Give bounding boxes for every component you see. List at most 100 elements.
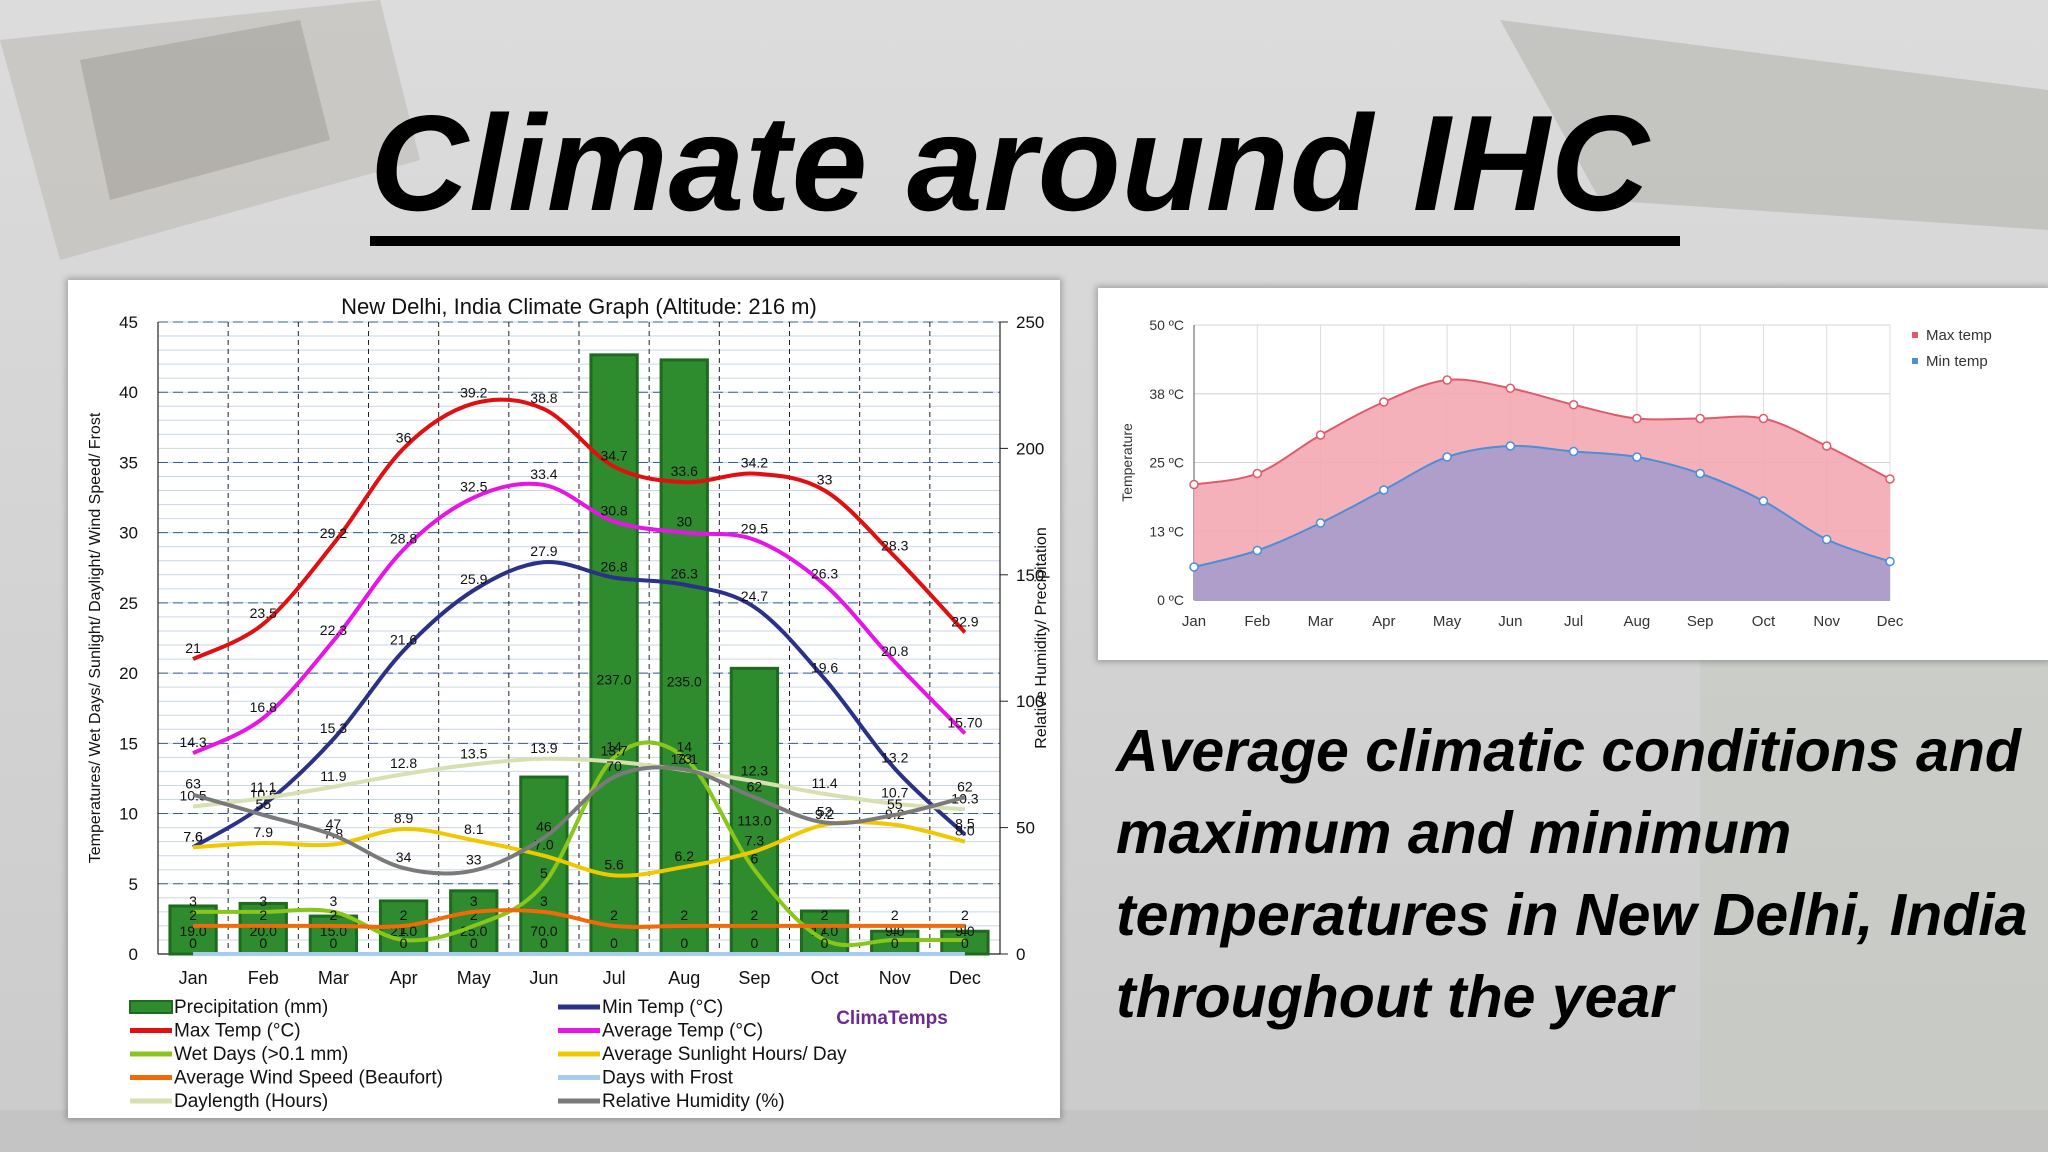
series-line-average-wind-speed-beaufort [193, 908, 965, 929]
data-label-average-sunlight-hours-day: 7.6 [183, 828, 203, 844]
y-tick-label: 0 ºC [1157, 592, 1184, 608]
data-point-max-temp [1505, 383, 1516, 393]
data-point-max-temp [1568, 400, 1579, 410]
data-label-wet-days-0-1-mm: 2 [470, 907, 478, 923]
data-label-average-temp-c: 26.3 [811, 566, 838, 582]
slide-title: Climate around IHC [370, 87, 1650, 239]
data-point-min-temp [1568, 446, 1579, 457]
x-tick-label: Nov [1813, 613, 1840, 630]
data-label-relative-humidity: 62 [747, 778, 763, 794]
data-label-average-sunlight-hours-day: 9.2 [815, 806, 835, 822]
x-tick-label: Sep [738, 968, 770, 988]
data-label-daylength-hours: 13.9 [530, 740, 557, 756]
data-label-max-temp-c: 28.3 [881, 538, 908, 554]
y2-tick-label: 0 [1016, 945, 1025, 964]
climatemps-watermark: ClimaTemps [836, 1008, 948, 1029]
data-label-relative-humidity: 34 [396, 849, 412, 865]
legend-swatch [1912, 332, 1918, 338]
x-tick-label: Sep [1687, 613, 1714, 630]
data-label-average-wind-speed-beaufort: 2 [821, 907, 829, 923]
data-point-min-temp [1821, 534, 1832, 545]
data-label-average-temp-c: 14.3 [179, 734, 206, 750]
y-tick-label: 25 ºC [1149, 455, 1184, 471]
x-tick-label: Mar [318, 968, 349, 988]
precipitation-bar [449, 889, 499, 956]
data-label-average-wind-speed-beaufort: 2 [680, 907, 688, 923]
precipitation-bar [519, 775, 569, 956]
data-label-average-temp-c: 15.70 [947, 715, 982, 731]
data-label-relative-humidity: 70 [606, 758, 622, 774]
data-label-average-temp-c: 30.8 [600, 502, 627, 518]
data-label-max-temp-c: 21 [185, 640, 201, 656]
legend-label: Min Temp (°C) [602, 997, 723, 1018]
data-point-min-temp [1505, 441, 1516, 451]
series-line-daylength-hours [192, 756, 966, 812]
data-label-average-wind-speed-beaufort: 2 [189, 907, 197, 923]
data-label-max-temp-c: 33 [817, 472, 833, 488]
legend-label: Min temp [1926, 353, 1988, 370]
data-label-days-with-frost: 0 [751, 935, 759, 951]
data-label-days-with-frost: 0 [610, 935, 618, 951]
data-label-average-wind-speed-beaufort: 2 [330, 907, 338, 923]
y2-tick-label: 150 [1016, 566, 1044, 585]
series-line-min-temp-c [192, 560, 967, 849]
x-tick-label: Aug [1624, 613, 1651, 630]
data-label-average-wind-speed-beaufort: 2 [400, 907, 408, 923]
data-point-min-temp [1252, 545, 1263, 556]
data-label-wet-days-0-1-mm: 1 [891, 921, 899, 937]
area-fill-min-temp [1194, 445, 1890, 600]
data-label-min-temp-c: 25.9 [460, 571, 487, 587]
legend-label: Average Wind Speed (Beaufort) [174, 1068, 443, 1089]
data-label-relative-humidity: 73 [676, 750, 692, 766]
data-label-max-temp-c: 34.2 [741, 455, 768, 471]
x-tick-label: Oct [811, 968, 839, 988]
data-point-max-temp [1189, 479, 1199, 490]
data-label-min-temp-c: 19.6 [811, 660, 838, 676]
data-label-wet-days-0-1-mm: 14 [606, 738, 622, 754]
y-axis-label: Temperature [1119, 423, 1135, 502]
x-tick-label: Jan [1182, 613, 1206, 630]
slide-caption: Average climatic conditions and maximum … [1116, 718, 2028, 1030]
legend-label: Precipitation (mm) [174, 997, 328, 1018]
data-label-min-temp-c: 21.6 [390, 632, 417, 648]
legend-label: Daylength (Hours) [174, 1091, 328, 1112]
data-point-max-temp [1695, 413, 1705, 424]
x-tick-label: Oct [1752, 613, 1776, 630]
legend-swatch [129, 1000, 173, 1014]
y-tick-label: 45 [119, 313, 138, 332]
data-label-daylength-hours: 12.8 [390, 755, 417, 771]
data-label-daylength-hours: 11.4 [811, 775, 837, 791]
data-label-average-wind-speed-beaufort: 2 [610, 907, 618, 923]
data-label-max-temp-c: 38.8 [530, 390, 557, 406]
x-tick-label: Dec [949, 968, 981, 988]
data-point-min-temp [1758, 496, 1769, 506]
data-label-wet-days-0-1-mm: 3 [259, 893, 267, 909]
y-tick-label: 20 [119, 664, 138, 683]
data-label-days-with-frost: 0 [680, 935, 688, 951]
title-underline [370, 236, 1680, 246]
data-point-min-temp [1442, 452, 1452, 462]
data-label-average-temp-c: 16.8 [250, 699, 277, 715]
data-label-average-sunlight-hours-day: 7.9 [254, 824, 274, 840]
x-tick-label: May [1433, 613, 1462, 630]
data-point-max-temp [1632, 413, 1642, 424]
y2-tick-label: 250 [1016, 313, 1044, 332]
data-label-wet-days-0-1-mm: 6 [751, 851, 759, 867]
data-label-min-temp-c: 13.2 [881, 750, 908, 766]
data-point-max-temp [1885, 474, 1895, 484]
data-label-wet-days-0-1-mm: 1 [821, 921, 829, 937]
data-point-max-temp [1758, 413, 1769, 424]
data-label-average-temp-c: 33.4 [530, 466, 557, 482]
temperature-chart-panel: 0 ºC 13 ºC 25 ºC 38 ºC 50 ºC Jan Feb Mar Apr May J… [1098, 288, 2048, 660]
data-label-days-with-frost: 0 [821, 935, 829, 951]
series-line-max-temp-c [192, 397, 967, 661]
data-label-max-temp-c: 33.6 [671, 463, 698, 479]
y-tick-label: 38 ºC [1149, 386, 1184, 402]
x-tick-label: Mar [1308, 613, 1334, 630]
data-label-min-temp-c: 24.7 [741, 588, 768, 604]
series-line-wet-days-0-1-mm [193, 740, 965, 948]
data-point-min-temp [1632, 452, 1642, 462]
data-label-relative-humidity: 63 [185, 776, 201, 792]
data-label-max-temp-c: 36 [396, 429, 412, 445]
y-tick-label: 40 [119, 383, 138, 402]
